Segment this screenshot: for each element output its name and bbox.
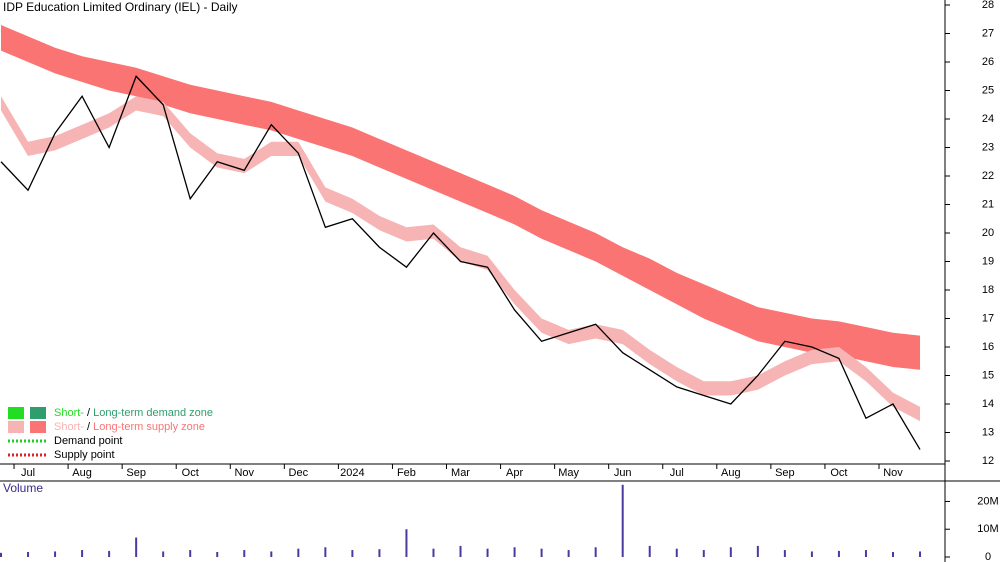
x-tick-label: Mar: [451, 467, 470, 479]
volume-bar: [378, 549, 381, 557]
y-tick-label: 21: [982, 198, 994, 210]
x-tick-label: Jul: [670, 467, 684, 479]
legend-label: Short- / Long-term supply zone: [54, 421, 205, 433]
y-tick-label: 16: [982, 341, 994, 353]
y-tick-label: 20M: [977, 495, 998, 507]
volume-bar: [891, 552, 894, 557]
volume-bar: [729, 547, 732, 557]
x-tick-label: Aug: [72, 467, 92, 479]
legend-swatch: [8, 421, 24, 433]
volume-bar: [783, 550, 786, 557]
volume-bar: [594, 547, 597, 557]
volume-bar: [54, 551, 57, 557]
volume-bar: [621, 484, 624, 557]
volume-bar: [405, 529, 408, 557]
x-tick-label: Oct: [182, 467, 199, 479]
y-tick-label: 25: [982, 84, 994, 96]
y-tick-label: 18: [982, 284, 994, 296]
y-tick-label: 14: [982, 398, 994, 410]
volume-bar: [27, 552, 30, 557]
y-tick-label: 22: [982, 170, 994, 182]
volume-bar: [919, 551, 922, 557]
y-tick-label: 20: [982, 227, 994, 239]
volume-bar: [513, 547, 516, 557]
supply-zone: [1, 96, 921, 422]
legend-short: Short-: [54, 421, 84, 433]
y-tick-label: 26: [982, 56, 994, 68]
legend-label: Supply point: [54, 449, 115, 461]
volume-title: Volume: [3, 481, 43, 495]
y-tick-label: 10M: [977, 523, 998, 535]
legend-long: Long-term supply zone: [93, 421, 205, 433]
x-tick-label: Nov: [883, 467, 903, 479]
legend-swatch: [30, 407, 46, 419]
volume-bar: [324, 547, 327, 557]
legend-short: Short-: [54, 407, 84, 419]
y-tick-label: 28: [982, 0, 994, 11]
volume-bar: [756, 545, 759, 557]
x-tick-label: Feb: [397, 467, 416, 479]
y-tick-label: 24: [982, 113, 994, 125]
volume-bar: [810, 551, 813, 557]
y-tick-label: 17: [982, 312, 994, 324]
volume-bar: [432, 548, 435, 557]
y-tick-label: 12: [982, 455, 994, 467]
price-line: [0, 75, 921, 450]
volume-bar: [216, 552, 219, 557]
volume-bar: [108, 550, 111, 557]
legend-label: Short- / Long-term demand zone: [54, 407, 213, 419]
x-tick-label: Oct: [830, 467, 847, 479]
volume-bar: [135, 537, 138, 557]
y-tick-label: 0: [985, 551, 991, 562]
legend-sep: /: [84, 421, 93, 433]
volume-bar: [297, 548, 300, 557]
volume-bar: [270, 551, 273, 557]
legend-swatch: [8, 407, 24, 419]
volume-bar: [837, 550, 840, 557]
x-tick-label: Dec: [289, 467, 309, 479]
volume-bar: [702, 550, 705, 557]
supply-zone: [1, 24, 921, 370]
x-tick-label: Jul: [21, 467, 35, 479]
x-tick-label: Nov: [234, 467, 254, 479]
legend-label: Demand point: [54, 435, 123, 447]
volume-bar: [540, 548, 543, 557]
legend-swatch: [30, 421, 46, 433]
x-tick-label: Sep: [775, 467, 795, 479]
legend-long: Long-term demand zone: [93, 407, 213, 419]
volume-bar: [81, 550, 84, 557]
volume-bar: [162, 551, 165, 557]
x-tick-label: Sep: [126, 467, 146, 479]
y-tick-label: 15: [982, 369, 994, 381]
volume-bar: [567, 550, 570, 557]
y-tick-label: 27: [982, 27, 994, 39]
volume-bar: [648, 545, 651, 557]
volume-bar: [486, 548, 489, 557]
x-tick-label: 2024: [340, 467, 364, 479]
legend-sep: /: [84, 407, 93, 419]
volume-bar: [243, 550, 246, 557]
volume-bar: [351, 550, 354, 557]
volume-bar: [189, 550, 192, 557]
y-tick-label: 13: [982, 426, 994, 438]
volume-bar: [675, 548, 678, 557]
y-tick-label: 19: [982, 255, 994, 267]
y-tick-label: 23: [982, 141, 994, 153]
volume-bar: [0, 552, 2, 557]
volume-bar: [459, 545, 462, 557]
x-tick-label: Apr: [506, 467, 523, 479]
x-tick-label: Jun: [614, 467, 632, 479]
x-tick-label: Aug: [721, 467, 741, 479]
x-tick-label: May: [558, 467, 579, 479]
chart-title: IDP Education Limited Ordinary (IEL) - D…: [3, 0, 238, 14]
volume-bar: [864, 550, 867, 557]
